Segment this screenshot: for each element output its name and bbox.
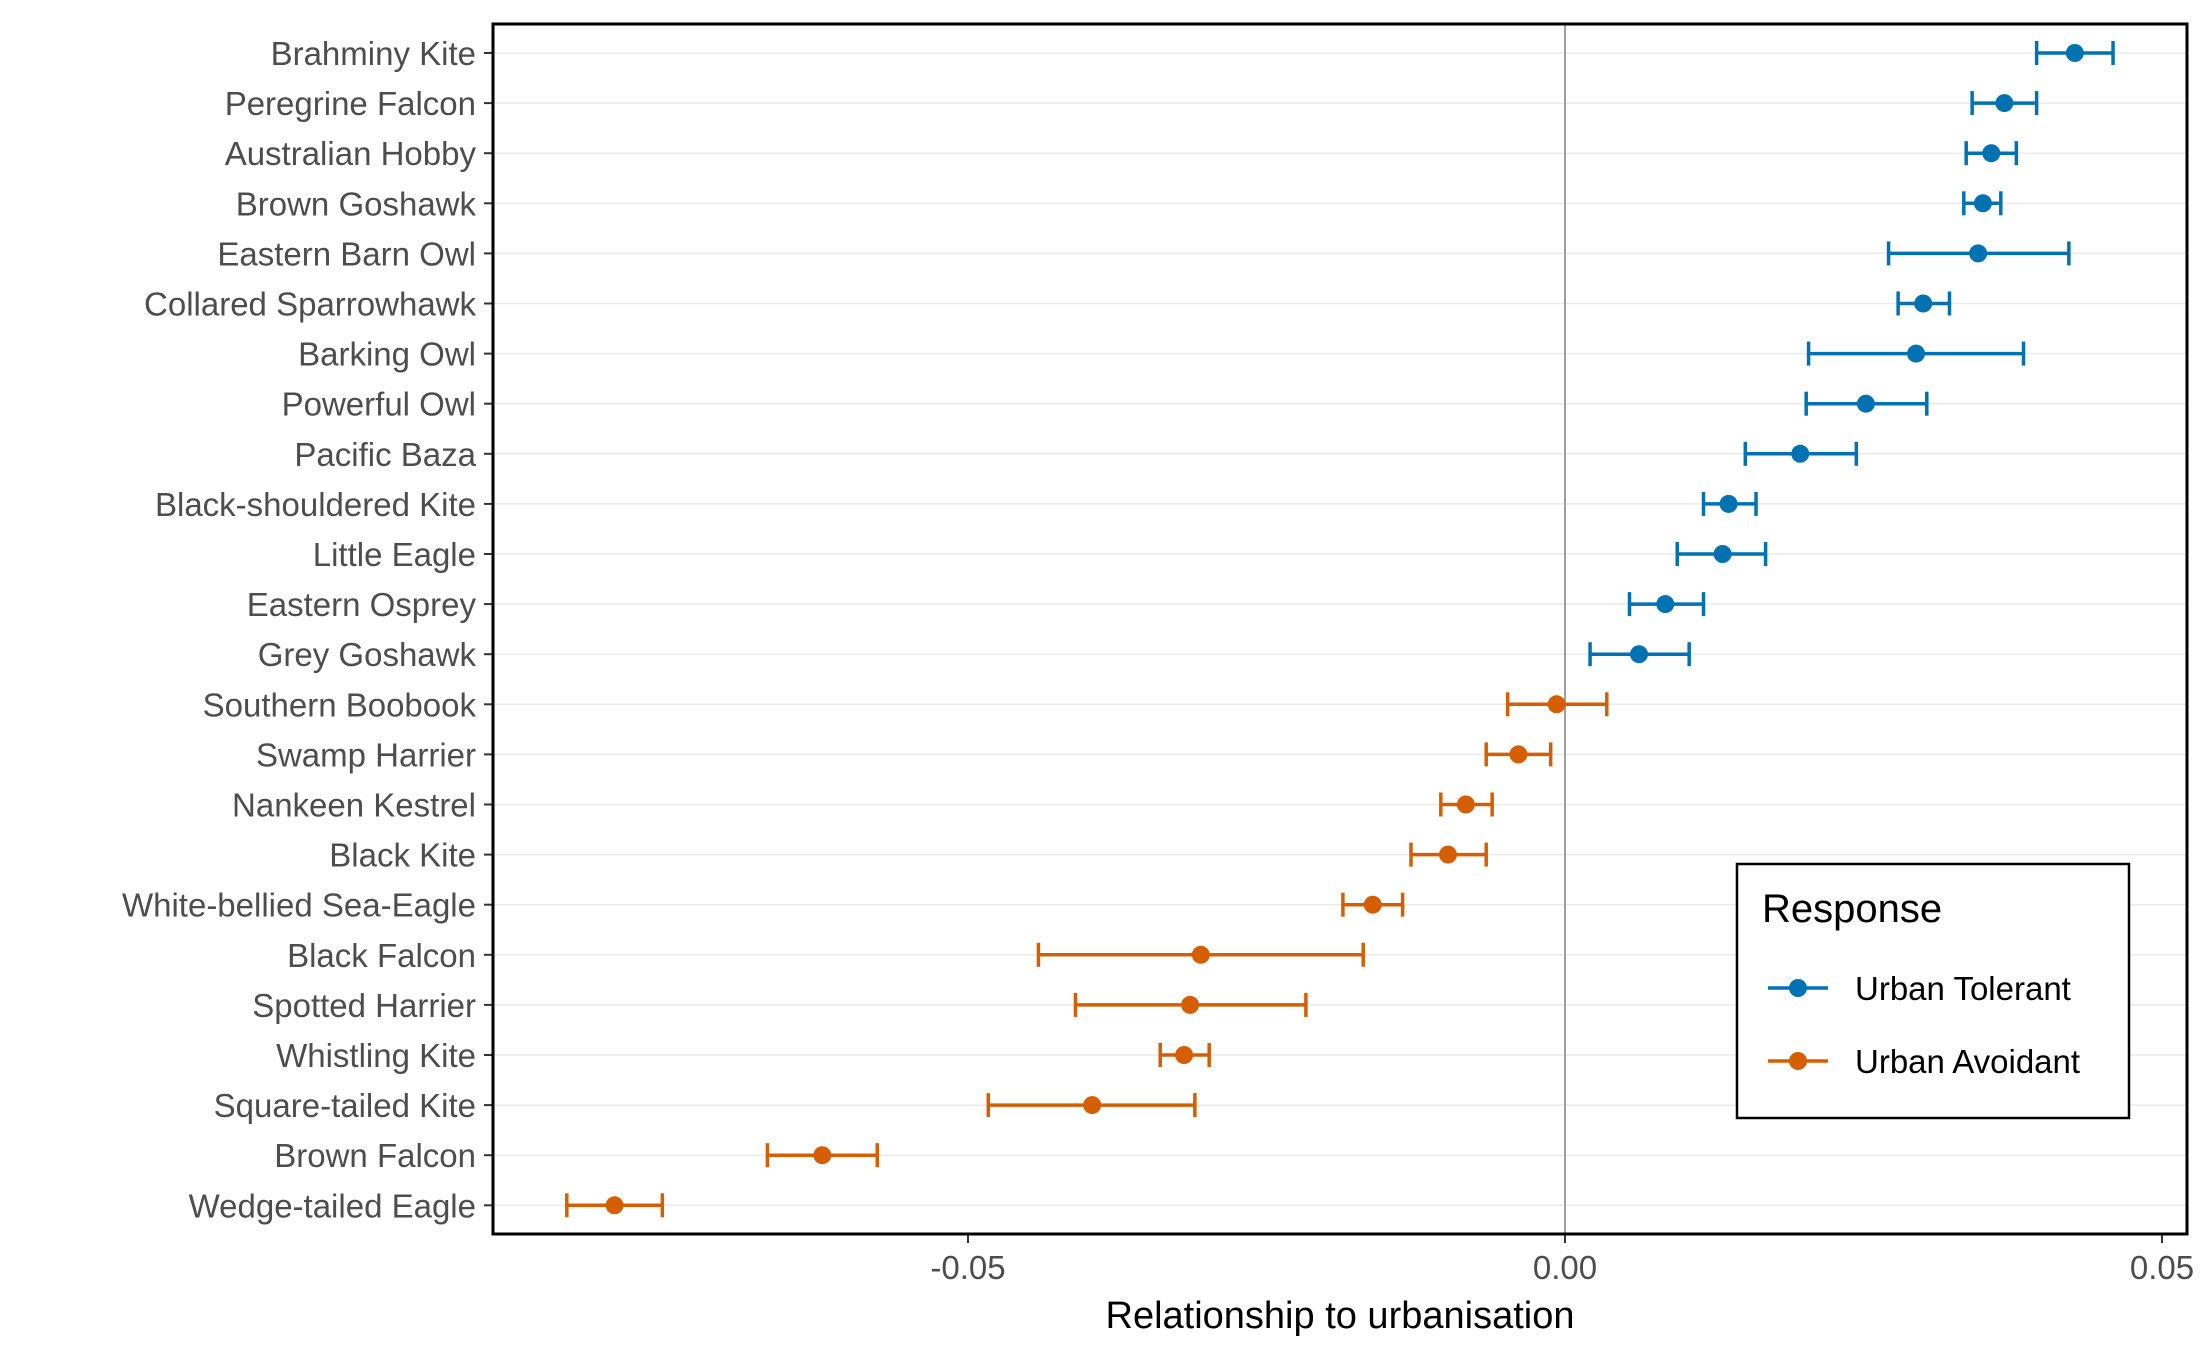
y-tick-label: Barking Owl	[298, 336, 476, 373]
y-tick-label: Spotted Harrier	[252, 987, 476, 1024]
y-tick-label: Grey Goshawk	[258, 636, 477, 673]
estimate-point	[1363, 895, 1382, 914]
y-tick-label: Nankeen Kestrel	[232, 787, 476, 824]
estimate-point	[1438, 845, 1457, 864]
y-tick-label: Swamp Harrier	[256, 736, 476, 773]
data-marks	[565, 41, 2115, 1218]
y-tick-label: White-bellied Sea-Eagle	[122, 887, 476, 924]
y-axis: Brahminy Kite Peregrine Falcon Australian …	[122, 35, 493, 1224]
x-tick-label: 0.00	[1533, 1249, 1597, 1286]
estimate-point	[1713, 545, 1732, 563]
estimate-point	[1719, 494, 1738, 513]
x-tick-label: -0.05	[930, 1249, 1005, 1286]
series-urban-avoidant	[565, 692, 1609, 1218]
legend-key-point	[1789, 1052, 1807, 1070]
estimate-point	[1914, 294, 1933, 313]
y-tick-label: Black Falcon	[287, 937, 476, 974]
y-tick-label: Southern Boobook	[203, 686, 477, 723]
y-tick-label: Square-tailed Kite	[214, 1087, 476, 1124]
y-tick-label: Little Eagle	[313, 536, 476, 573]
estimate-point	[1973, 194, 1992, 213]
y-tick-label: Black Kite	[329, 837, 476, 874]
y-tick-label: Collared Sparrowhawk	[144, 286, 476, 323]
estimate-point	[1791, 444, 1810, 463]
y-tick-label: Brahminy Kite	[271, 35, 476, 72]
estimate-point	[2065, 44, 2084, 62]
y-tick-label: Eastern Barn Owl	[217, 235, 476, 272]
legend-label: Urban Tolerant	[1855, 970, 2071, 1007]
estimate-point	[1181, 995, 1200, 1014]
estimate-point	[1995, 94, 2014, 113]
estimate-point	[1175, 1046, 1194, 1064]
y-tick-label: Australian Hobby	[225, 135, 477, 172]
y-tick-label: Powerful Owl	[282, 386, 476, 423]
legend-items: Urban Tolerant Urban Avoidant	[1768, 970, 2080, 1080]
estimate-point	[1191, 945, 1210, 964]
estimate-point	[813, 1146, 832, 1165]
estimate-point	[1630, 645, 1649, 664]
estimate-point	[1656, 595, 1675, 614]
y-tick-label: Eastern Osprey	[247, 586, 477, 623]
y-tick-label: Wedge-tailed Eagle	[189, 1187, 476, 1224]
y-tick-label: Brown Falcon	[274, 1137, 476, 1174]
y-tick-label: Black-shouldered Kite	[155, 486, 476, 523]
panel-border	[491, 22, 2189, 1236]
estimate-point	[1856, 394, 1875, 413]
legend-key-point	[1789, 979, 1807, 997]
x-tick-label: 0.05	[2130, 1249, 2194, 1286]
estimate-point	[1969, 244, 1988, 263]
legend: Response Urban Tolerant Urban Avoidant	[1735, 862, 2131, 1120]
estimate-point	[1509, 745, 1528, 764]
estimate-point	[1982, 144, 2001, 163]
estimate-point	[605, 1196, 624, 1215]
y-tick-label: Peregrine Falcon	[225, 85, 476, 122]
y-tick-label: Pacific Baza	[294, 436, 476, 473]
estimate-point	[1083, 1096, 1102, 1115]
x-axis-title: Relationship to urbanisation	[1106, 1295, 1575, 1337]
legend-title: Response	[1762, 887, 1942, 931]
series-urban-tolerant	[1588, 41, 2115, 667]
estimate-point	[1456, 795, 1475, 814]
estimate-point	[1547, 695, 1566, 714]
x-axis: -0.05 0.00 0.05	[930, 1234, 2194, 1286]
legend-label: Urban Avoidant	[1855, 1043, 2080, 1080]
estimate-point	[1907, 344, 1926, 363]
y-tick-label: Brown Goshawk	[236, 185, 477, 222]
y-tick-label: Whistling Kite	[276, 1037, 476, 1074]
